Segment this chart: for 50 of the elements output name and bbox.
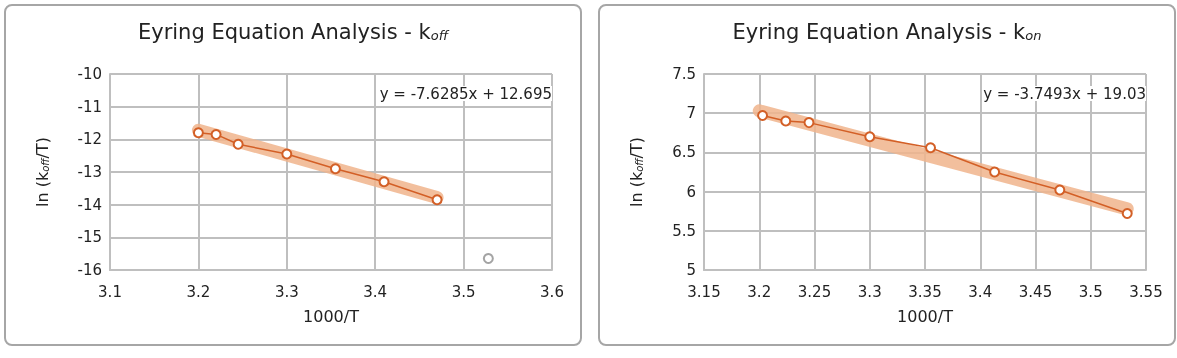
x-tick-label: 3.3 — [274, 282, 299, 301]
y-tick-label: -10 — [77, 65, 102, 83]
x-tick-label: 3.2 — [747, 282, 772, 301]
x-axis-title: 1000/T — [897, 306, 954, 326]
point — [864, 131, 876, 143]
x-tick-label: 3.35 — [908, 282, 942, 301]
point — [989, 166, 1001, 178]
x-tick-label: 3.5 — [451, 282, 476, 301]
x-tick-label: 3.15 — [687, 282, 721, 301]
x-tick-label: 3.3 — [857, 282, 882, 301]
point — [192, 127, 204, 139]
x-tick-label: 3.45 — [1018, 282, 1053, 301]
x-tick-label: 3.55 — [1129, 282, 1163, 301]
point — [925, 142, 937, 154]
point — [431, 194, 443, 206]
point — [482, 253, 494, 265]
y-tick-label: -16 — [77, 261, 102, 279]
x-axis-title: 1000/T — [303, 306, 360, 326]
y-tick-label: -11 — [77, 97, 102, 116]
point — [210, 128, 222, 140]
y-tick-label: -12 — [77, 130, 102, 149]
y-tick-label: 5 — [686, 261, 696, 279]
y-tick-label: -13 — [77, 163, 102, 181]
x-tick-label: 3.2 — [186, 282, 211, 301]
x-tick-label: 3.1 — [98, 282, 122, 301]
point — [1054, 184, 1066, 196]
x-tick-label: 3.4 — [363, 282, 388, 301]
point — [780, 115, 792, 127]
y-tick-label: -15 — [77, 228, 102, 247]
x-tick-label: 3.6 — [540, 282, 564, 301]
x-tick-label: 3.5 — [1078, 282, 1103, 301]
point — [803, 117, 815, 129]
point — [378, 176, 390, 188]
annotation: y = -3.7493x + 19.03 — [983, 84, 1147, 103]
x-tick-label: 3.25 — [797, 282, 832, 301]
chart-title: Eyring Equation Analysis - kon — [732, 19, 1042, 44]
y-tick-label: 7.5 — [672, 65, 696, 83]
point — [281, 148, 293, 160]
x-tick-label: 3.4 — [968, 282, 993, 301]
y-tick-label: 6 — [686, 182, 696, 201]
annotation: y = -7.6285x + 12.695 — [379, 84, 553, 103]
chart-title: Eyring Equation Analysis - koff — [137, 19, 450, 44]
y-tick-label: 6.5 — [672, 143, 696, 162]
point — [232, 138, 244, 150]
point — [757, 110, 769, 122]
point — [1121, 208, 1133, 220]
y-tick-label: 5.5 — [672, 221, 696, 240]
point — [329, 163, 341, 175]
y-tick-label: 7 — [686, 104, 696, 123]
y-tick-label: -14 — [77, 195, 102, 214]
